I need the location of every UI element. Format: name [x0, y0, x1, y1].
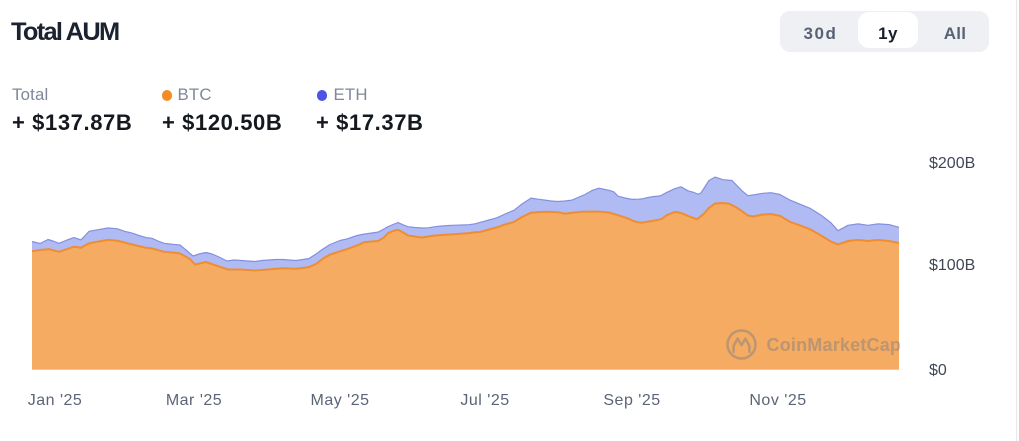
svg-text:CoinMarketCap: CoinMarketCap	[767, 335, 902, 355]
